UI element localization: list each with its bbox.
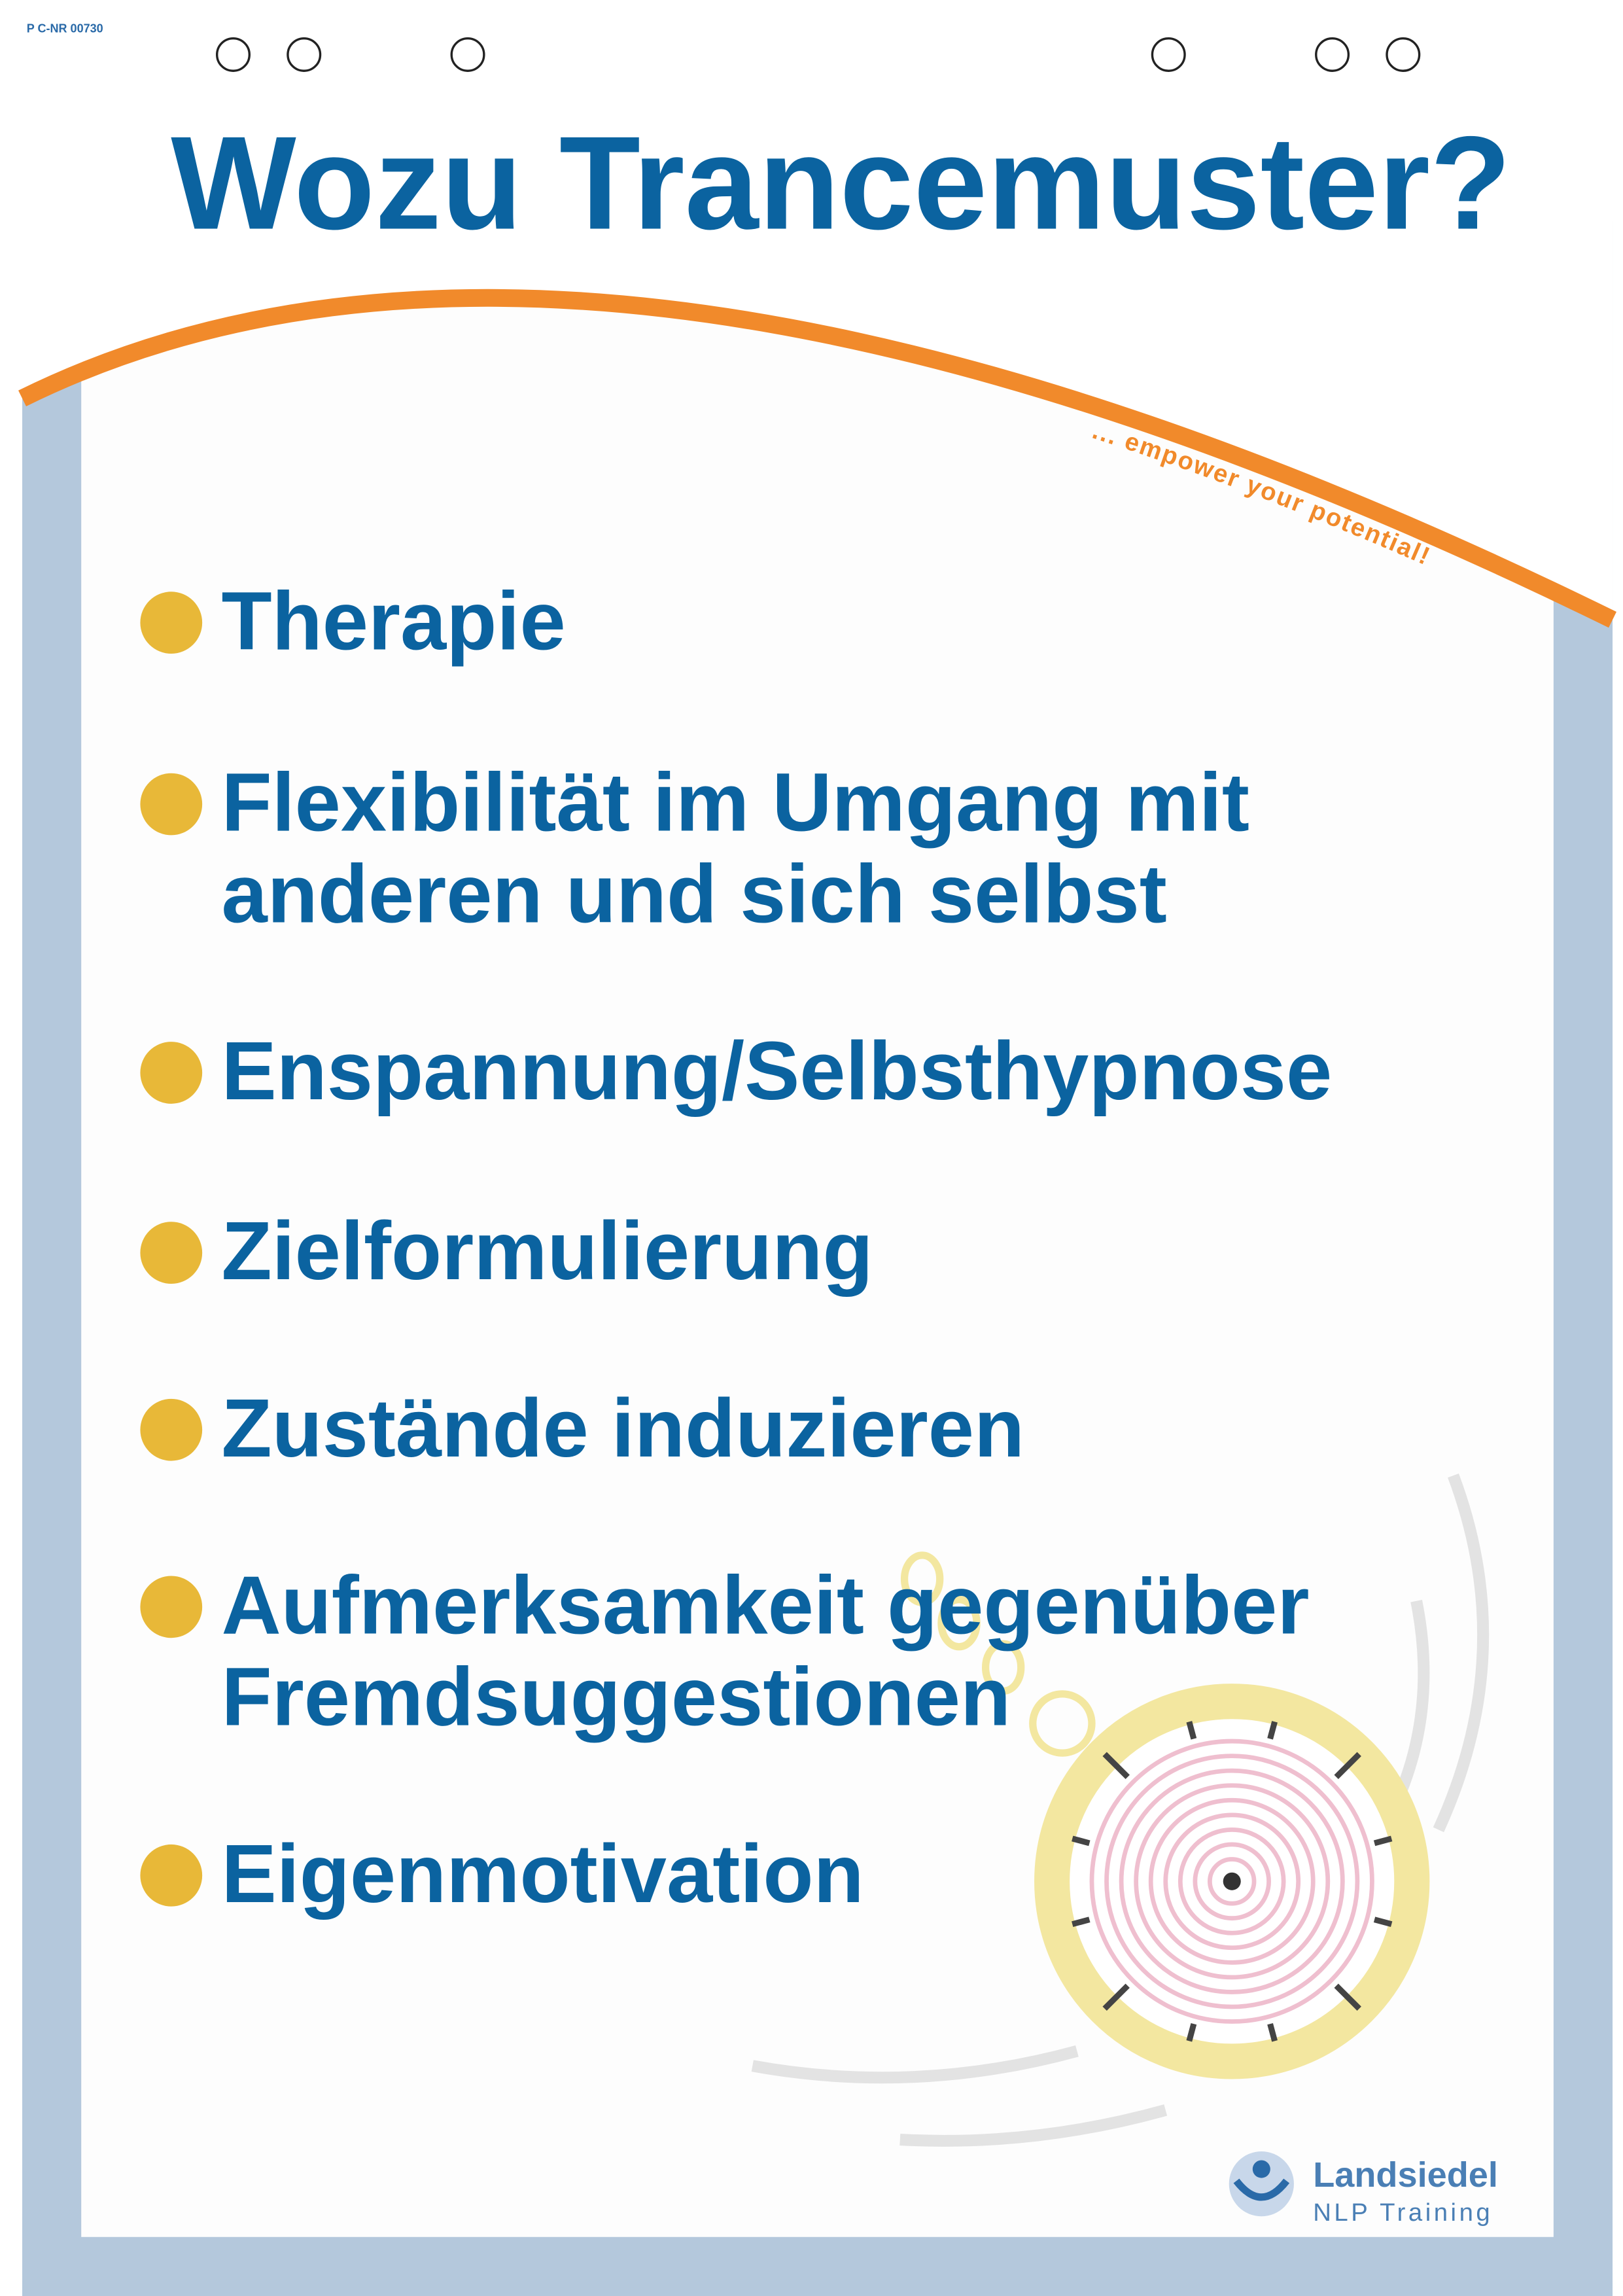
watch-tick: [1267, 2022, 1278, 2042]
bullet-dot: [140, 1398, 203, 1461]
watch-tick: [1334, 1752, 1361, 1780]
logo-name: Landsiedel: [1313, 2155, 1498, 2195]
watch-tick: [1373, 1916, 1393, 1928]
watch-tick: [1186, 1721, 1197, 1740]
code: P C-NR 00730: [27, 22, 103, 35]
bullet-dot: [140, 1576, 203, 1638]
title: Wozu Trancemuster?: [171, 109, 1511, 258]
bullet-text: Zustände induzieren: [221, 1382, 1024, 1474]
bullet-text: Eigenmotivation: [221, 1828, 864, 1920]
watch-tick: [1186, 2022, 1197, 2042]
bullet-dot: [140, 1844, 203, 1907]
bullet-dot: [140, 773, 203, 836]
bullet-dot: [140, 592, 203, 654]
watch: [751, 1473, 1490, 2147]
watch-tick: [1072, 1916, 1091, 1928]
watch-tick: [1267, 1721, 1278, 1740]
bullet-text: Aufmerksamkeit gegenüber: [221, 1559, 1309, 1651]
bullet-text: Zielformulierung: [221, 1205, 873, 1297]
bullet-text: Therapie: [221, 574, 565, 667]
bullet-dot: [140, 1222, 203, 1284]
bullet-text: anderen und sich selbst: [221, 847, 1166, 940]
watch-tick: [1102, 1752, 1130, 1780]
bullet-text: Enspannung/Selbsthypnose: [221, 1025, 1332, 1117]
bullet-text: Flexibilität im Umgang mit: [221, 756, 1249, 849]
bullet-list: Therapie Flexibilität im Umgang mitandere…: [140, 574, 1332, 1920]
arc: [18, 289, 1616, 628]
watch-tick: [1102, 1983, 1130, 2011]
watch-tick: [1072, 1835, 1091, 1846]
top-area: [22, 0, 1613, 620]
logo-subtitle: NLP Training: [1313, 2199, 1493, 2227]
watch-tick: [1373, 1835, 1393, 1846]
bullet-dot: [140, 1042, 203, 1104]
punch-holes: [215, 37, 1421, 72]
bullet-text: Fremdsuggestionen: [221, 1650, 1011, 1742]
logo: Landsiedel NLP Training: [1229, 2151, 1498, 2227]
watch-tick: [1334, 1983, 1361, 2011]
